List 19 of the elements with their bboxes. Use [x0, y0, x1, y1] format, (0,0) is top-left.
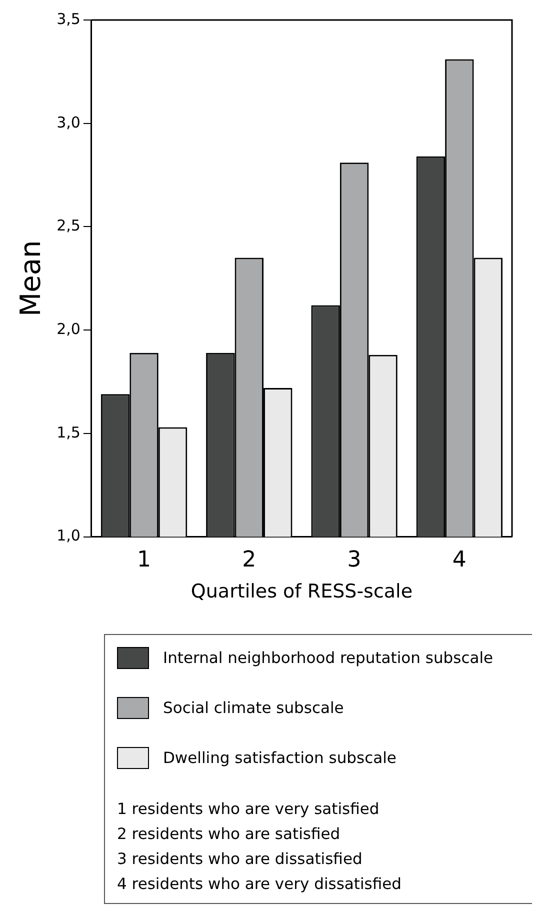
x-tick-label: 4 — [452, 548, 466, 573]
x-tick-label: 1 — [137, 548, 152, 573]
text: 3 residents who are dissatisfied — [117, 849, 364, 870]
y-axis-title: Mean — [14, 240, 48, 317]
text: 2 residents who are satisfied — [117, 824, 342, 845]
y-tick-label: 2,0 — [56, 320, 80, 338]
y-tick-label: 1,5 — [56, 423, 80, 442]
y-tick-label: 3,5 — [56, 10, 80, 28]
y-tick-label: 1,0 — [56, 526, 80, 545]
text: 4 residents who are very dissatisfied — [117, 874, 402, 895]
x-axis-title: Quartiles of RESS-scale — [190, 580, 413, 603]
y-tick-label: 3,0 — [56, 113, 80, 132]
legend-label: Internal neighborhood reputation subscale — [163, 649, 494, 667]
text: 1 residents who are very satisfied — [117, 799, 380, 820]
x-tick-label: 2 — [242, 548, 256, 573]
x-tick-label: 3 — [347, 548, 362, 573]
legend-label: Social climate subscale — [163, 699, 344, 717]
legend-label: Dwelling satisfaction subscale — [163, 749, 396, 767]
y-tick-label: 2,5 — [56, 216, 80, 235]
